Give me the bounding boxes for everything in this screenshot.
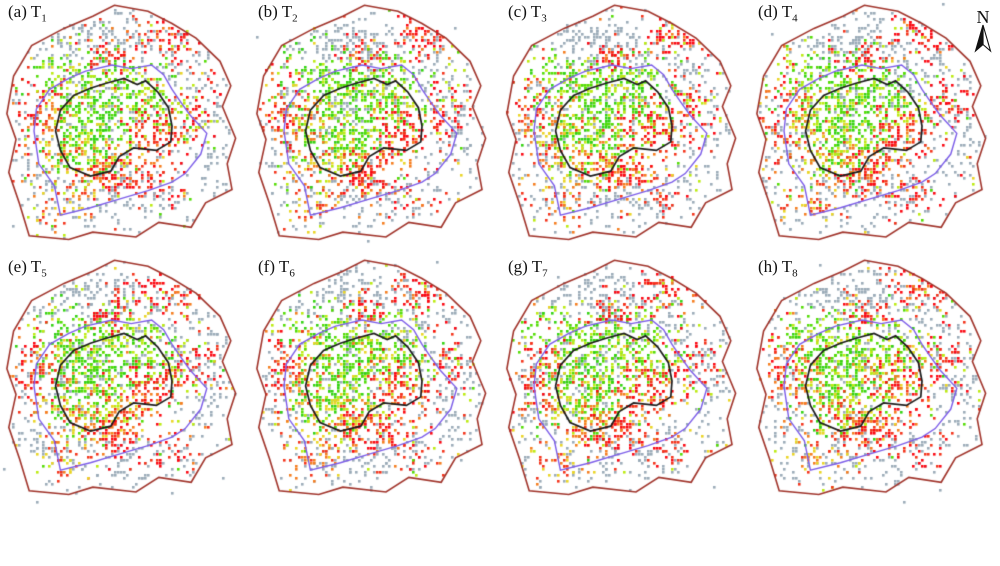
panel-label-text: (c) T	[508, 2, 542, 21]
panel-label-subscript: 2	[292, 12, 298, 25]
map-panel-f: (f) T6	[250, 255, 500, 510]
north-arrow-icon	[974, 24, 992, 53]
map-panel-c: (c) T3	[500, 0, 750, 255]
panel-label-a: (a) T1	[8, 1, 47, 29]
map-panel-grid: (a) T1 (b) T2 (c) T3 (d) T4 (e) T5 (f) T…	[0, 0, 1000, 510]
panel-label-d: (d) T4	[758, 1, 798, 29]
panel-label-text: (d) T	[758, 2, 793, 21]
panel-label-c: (c) T3	[508, 1, 547, 29]
map-panel-h: (h) T8	[750, 255, 1000, 510]
panel-label-text: (a) T	[8, 2, 42, 21]
panel-label-subscript: 6	[289, 267, 295, 280]
accessibility-map-t8	[750, 255, 1000, 510]
map-panel-e: (e) T5	[0, 255, 250, 510]
accessibility-map-t3	[500, 0, 750, 255]
panel-label-subscript: 8	[792, 267, 798, 280]
accessibility-map-t6	[250, 255, 500, 510]
panel-label-subscript: 3	[541, 12, 547, 25]
map-panel-b: (b) T2	[250, 0, 500, 255]
panel-label-text: (g) T	[508, 257, 543, 276]
panel-label-b: (b) T2	[258, 1, 298, 29]
map-panel-d: (d) T4	[750, 0, 1000, 255]
accessibility-map-t7	[500, 255, 750, 510]
legend: 可达性指数 不可达(0, 0.2](0.2, 0.4](0.4, 0.6](0.…	[0, 510, 1000, 566]
north-label: N	[976, 7, 990, 27]
panel-label-subscript: 5	[41, 267, 47, 280]
north-arrow: N	[969, 8, 997, 70]
panel-label-f: (f) T6	[258, 256, 295, 284]
panel-label-e: (e) T5	[8, 256, 47, 284]
panel-label-h: (h) T8	[758, 256, 798, 284]
panel-label-text: (b) T	[258, 2, 293, 21]
accessibility-map-t4	[750, 0, 1000, 255]
accessibility-map-t1	[0, 0, 250, 255]
map-panel-g: (g) T7	[500, 255, 750, 510]
panel-label-subscript: 4	[792, 12, 798, 25]
panel-label-text: (e) T	[8, 257, 42, 276]
panel-label-subscript: 7	[542, 267, 548, 280]
map-panel-a: (a) T1	[0, 0, 250, 255]
accessibility-map-t2	[250, 0, 500, 255]
accessibility-map-t5	[0, 255, 250, 510]
panel-label-text: (h) T	[758, 257, 793, 276]
panel-label-text: (f) T	[258, 257, 290, 276]
panel-label-g: (g) T7	[508, 256, 548, 284]
panel-label-subscript: 1	[41, 12, 47, 25]
